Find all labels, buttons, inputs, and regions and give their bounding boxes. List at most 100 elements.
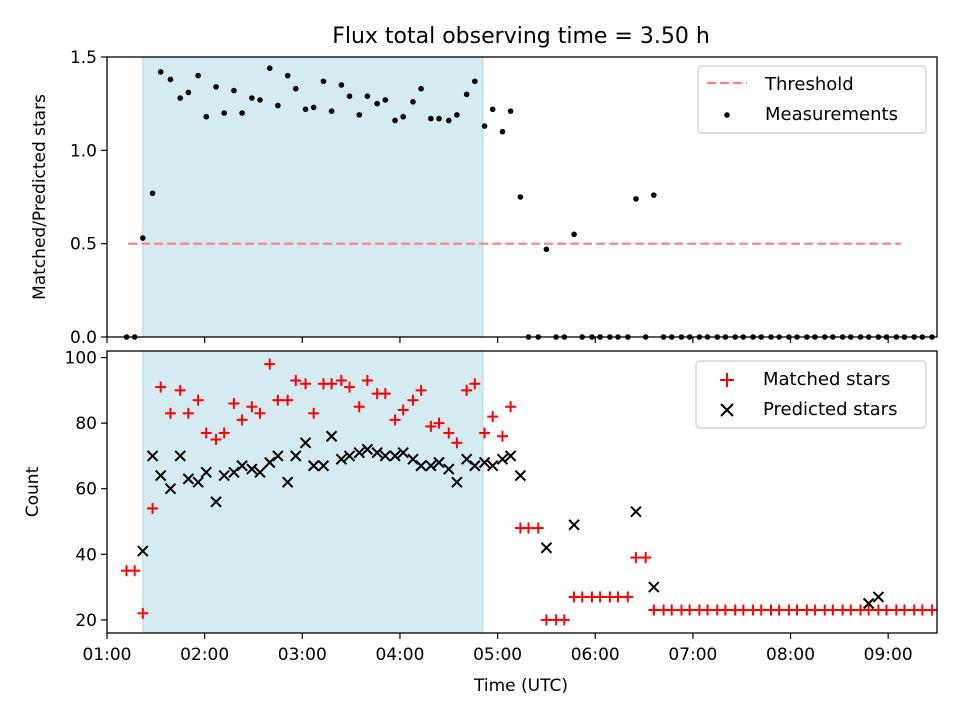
measurement-point	[328, 108, 335, 114]
matched-star-marker	[415, 384, 427, 396]
measurement-point	[203, 113, 210, 120]
predicted-star-marker	[478, 456, 491, 469]
measurement-point	[428, 115, 434, 122]
matched-star-marker	[916, 604, 928, 616]
predicted-star-marker	[264, 456, 276, 469]
measurement-point	[249, 95, 255, 101]
matched-star-marker	[702, 604, 714, 616]
matched-star-marker	[505, 401, 517, 413]
matched-star-marker	[827, 604, 839, 616]
measurement-point	[320, 78, 327, 85]
matched-star-marker	[228, 397, 240, 409]
top-y-tick-label: 0.5	[70, 235, 97, 255]
matched-star-marker	[407, 394, 419, 406]
bottom-y-axis-label: Count	[23, 466, 43, 517]
matched-star-marker	[425, 420, 437, 432]
bottom-plot-frame	[106, 350, 938, 634]
measurement-point	[507, 108, 514, 114]
predicted-star-marker	[254, 466, 266, 479]
predicted-star-marker	[343, 450, 356, 462]
matched-star-marker	[881, 604, 893, 616]
matched-star-marker	[210, 434, 222, 446]
matched-star-marker	[622, 591, 634, 603]
predicted-star-marker	[137, 545, 149, 557]
bottom-legend-box	[695, 360, 927, 429]
matched-star-marker	[737, 604, 749, 616]
measurement-point	[392, 117, 398, 124]
top-panel: 0.0 0.5 1.0 1.5 Matched/Predicted stars Thr…	[30, 48, 938, 348]
measurement-point	[157, 69, 164, 75]
predicted-star-marker	[174, 450, 186, 462]
predicted-star-marker	[630, 505, 642, 518]
predicted-star-marker	[397, 446, 409, 459]
matched-star-marker	[353, 401, 365, 413]
matched-star-marker	[443, 427, 455, 439]
bottom-y-tick-label: 20	[75, 611, 97, 631]
measurement-point	[302, 106, 309, 113]
predicted-star-marker	[514, 469, 527, 482]
measurement-point	[445, 117, 452, 124]
matched-star-marker	[487, 411, 499, 423]
matched-star-marker	[379, 388, 391, 400]
measurement-point	[418, 85, 424, 92]
predicted-star-marker	[272, 450, 284, 462]
bottom-x-axis: 01:00 02:00 03:00 04:00 05:00 06:00 07:00 08:00…	[83, 633, 913, 665]
legend-threshold-label: Threshold	[764, 74, 854, 95]
top-y-axis-label: Matched/Predicted stars	[30, 94, 50, 300]
matched-star-marker	[264, 358, 276, 370]
measurement-point	[543, 246, 550, 253]
matched-star-marker	[684, 604, 696, 616]
measurement-point	[195, 72, 201, 79]
predicted-star-marker	[568, 519, 580, 531]
matched-star-marker	[461, 384, 473, 396]
measurement-point	[364, 93, 371, 99]
measurement-point	[481, 123, 488, 129]
predicted-star-marker	[407, 453, 419, 465]
predicted-star-marker	[281, 476, 294, 488]
measurement-point	[177, 95, 184, 101]
predicted-star-marker	[504, 450, 517, 462]
matched-star-marker	[773, 604, 785, 616]
matched-star-marker	[496, 430, 508, 442]
legend-predicted-label: Predicted stars	[763, 399, 897, 420]
predicted-star-marker	[146, 450, 159, 462]
measurement-point	[266, 65, 273, 71]
bottom-x-tick-label: 01:00	[83, 645, 132, 665]
matched-star-marker	[147, 502, 159, 514]
top-plot-frame	[106, 56, 938, 338]
predicted-star-marker	[460, 453, 473, 465]
predicted-star-marker	[469, 460, 481, 472]
bottom-legend: Matched stars Predicted stars	[695, 360, 927, 429]
figure-title: Flux total observing time = 3.50 h	[332, 24, 710, 49]
top-legend: Threshold Measurements	[697, 65, 927, 134]
predicted-star-marker	[317, 460, 330, 472]
matched-star-marker	[246, 401, 258, 413]
predicted-star-marker	[862, 597, 875, 610]
predicted-star-marker	[486, 460, 499, 472]
bottom-x-tick-label: 05:00	[473, 645, 522, 665]
measurement-point	[571, 231, 577, 238]
predicted-star-marker	[164, 483, 177, 495]
matched-star-marker	[254, 407, 266, 419]
matched-star-marker	[282, 394, 294, 406]
predicted-star-marker	[353, 446, 365, 459]
top-y-tick-label: 1.5	[70, 48, 97, 68]
bottom-panel: 20 40 60 80 100 01:00 02:00 03:00 04:00 05:00 06:…	[23, 349, 938, 696]
predicted-star-marker	[451, 476, 463, 488]
predicted-star-marker	[290, 450, 302, 462]
measurement-point	[374, 100, 380, 107]
matched-star-marker	[308, 407, 320, 419]
measurement-point	[499, 128, 506, 135]
matched-star-marker	[182, 407, 194, 419]
measurement-point	[292, 85, 299, 92]
predicted-star-marker	[371, 446, 383, 459]
measurement-point	[239, 110, 245, 116]
bottom-x-tick-label: 06:00	[571, 645, 620, 665]
predicted-star-marker	[154, 469, 167, 482]
measurement-point	[356, 112, 363, 118]
matched-star-marker	[343, 381, 355, 393]
top-y-tick-label: 0.0	[70, 328, 97, 348]
bottom-shaded-interval	[142, 350, 484, 634]
legend-matched-swatch	[720, 373, 734, 387]
